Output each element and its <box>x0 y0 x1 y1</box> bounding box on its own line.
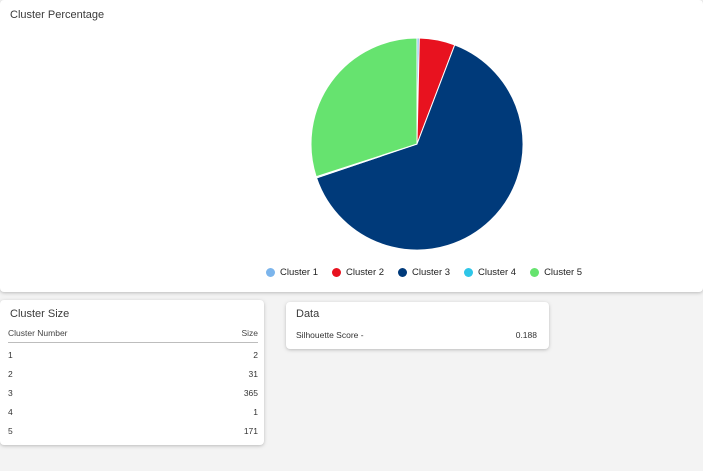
legend-marker-cluster-5 <box>530 268 540 277</box>
cluster-size-cell: 1 <box>253 407 258 417</box>
legend-item-cluster-1[interactable]: Cluster 1 <box>266 267 318 278</box>
column-header-cluster-number[interactable]: Cluster Number <box>8 328 68 338</box>
table-body: 1 2 2 31 3 365 4 1 5 171 <box>8 348 258 443</box>
cluster-size-cell: 31 <box>248 369 258 379</box>
pie-slice-cluster-3[interactable] <box>315 44 524 251</box>
legend-label: Cluster 4 <box>478 267 517 278</box>
data-card-title: Data <box>296 308 320 320</box>
cluster-number-cell: 5 <box>8 426 13 436</box>
legend-marker-cluster-2 <box>332 268 342 277</box>
cluster-number-cell: 2 <box>8 369 13 379</box>
legend-item-cluster-4[interactable]: Cluster 4 <box>464 267 516 278</box>
cluster-size-cell: 2 <box>253 350 258 360</box>
legend-label: Cluster 3 <box>412 267 451 278</box>
silhouette-score-row: Silhouette Score - 0.188 <box>296 330 537 340</box>
cluster-size-cell: 171 <box>243 426 258 436</box>
legend-marker-cluster-3 <box>398 268 408 277</box>
legend-label: Cluster 2 <box>346 267 385 278</box>
silhouette-score-value: 0.188 <box>515 330 537 340</box>
legend-item-cluster-5[interactable]: Cluster 5 <box>530 267 582 278</box>
legend-item-cluster-2[interactable]: Cluster 2 <box>332 267 384 278</box>
table-header: Cluster Number Size <box>8 328 258 343</box>
column-header-size[interactable]: Size <box>241 328 258 338</box>
cluster-size-card: Cluster Size Cluster Number Size 1 2 2 3… <box>0 300 264 445</box>
pie-chart <box>310 37 524 251</box>
legend-label: Cluster 5 <box>544 267 583 278</box>
legend-marker-cluster-4 <box>464 268 474 277</box>
cluster-percentage-card: Cluster Percentage Cluster 1 Cluster 2 C… <box>0 0 703 292</box>
table-row: 4 1 <box>8 405 258 424</box>
cluster-number-cell: 3 <box>8 388 13 398</box>
cluster-percentage-title: Cluster Percentage <box>10 9 105 21</box>
pie-slice-cluster-5[interactable] <box>310 37 418 178</box>
table-row: 2 31 <box>8 367 258 386</box>
table-row: 5 171 <box>8 424 258 443</box>
cluster-size-title: Cluster Size <box>10 308 70 320</box>
legend-label: Cluster 1 <box>280 267 319 278</box>
legend-item-cluster-3[interactable]: Cluster 3 <box>398 267 450 278</box>
legend-marker-cluster-1 <box>266 268 275 277</box>
table-row: 1 2 <box>8 348 258 367</box>
silhouette-score-label: Silhouette Score - <box>296 330 364 340</box>
chart-legend: Cluster 1 Cluster 2 Cluster 3 Cluster 4 … <box>266 267 596 278</box>
table-row: 3 365 <box>8 386 258 405</box>
data-card: Data Silhouette Score - 0.188 <box>286 302 549 349</box>
cluster-number-cell: 4 <box>8 407 13 417</box>
cluster-number-cell: 1 <box>8 350 13 360</box>
cluster-size-cell: 365 <box>243 388 258 398</box>
